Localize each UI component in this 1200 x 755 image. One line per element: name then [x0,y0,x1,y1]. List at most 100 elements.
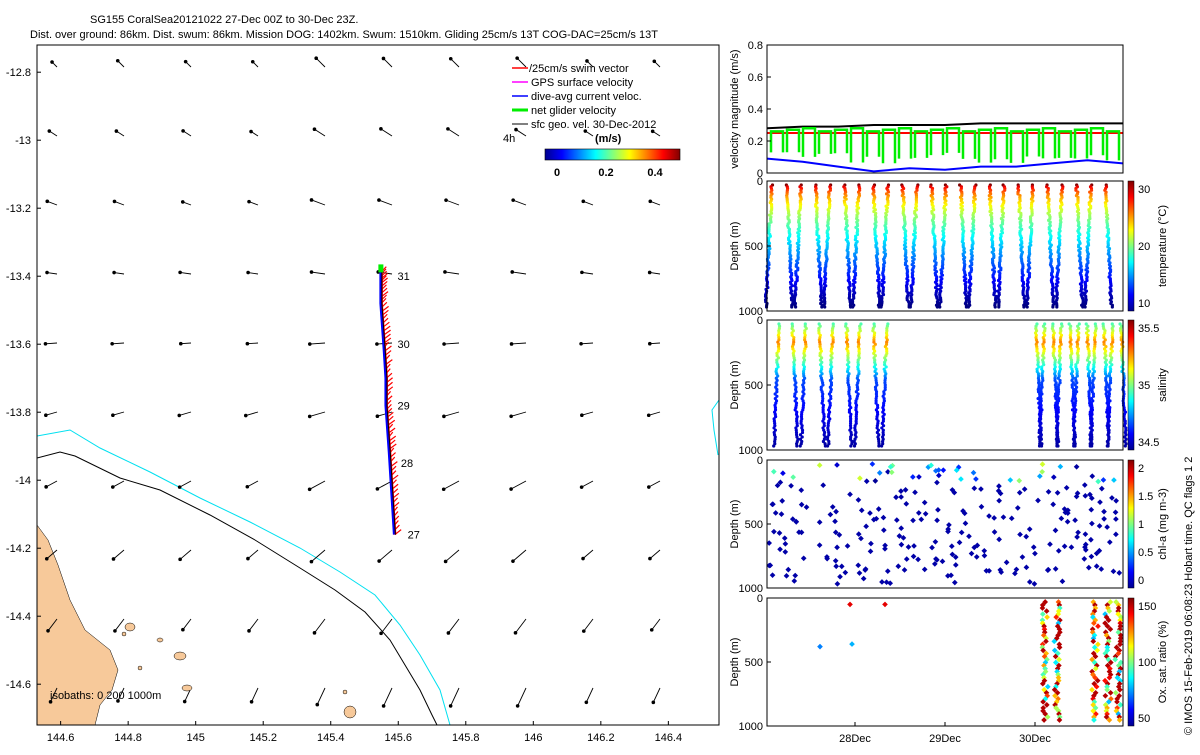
chla-point [842,569,849,576]
salinity-point [872,351,876,355]
salinity-point [847,390,851,394]
chla-point [1113,531,1119,538]
sfc-velocity-arrowhead [515,704,520,708]
salinity-point [1110,363,1114,367]
chla-point [796,529,802,536]
velocity-series-0 [767,122,1123,130]
oxygen-point [1095,623,1101,630]
sfc-velocity-arrowhead [375,414,380,419]
salinity-point [883,360,887,365]
chla-point [910,553,917,560]
salinity-point [1088,426,1092,430]
sfc-velocity-arrowhead [579,342,583,346]
salinity-point [1091,392,1096,396]
sfc-velocity-arrow [445,549,460,562]
sfc-velocity-arrowhead [249,129,253,134]
oxygen-point [1104,623,1111,630]
salinity-point [1037,430,1041,435]
chla-point [898,541,905,548]
chla-point [777,546,783,553]
chla-point [966,533,972,540]
salinity-point [874,372,879,376]
chla-point [996,483,1002,489]
oxygen-point [1090,708,1097,714]
salinity-point [1106,396,1111,401]
chla-point [844,543,851,549]
temperature-colorbar-tick: 30 [1138,184,1150,196]
sfc-velocity-arrow [450,687,460,707]
chla-point [1037,473,1043,480]
sfc-velocity-arrow [377,411,393,417]
salinity-ytick-label: 0 [757,315,763,327]
sfc-velocity-arrowhead [312,631,317,635]
chla-point [931,561,938,567]
chla-point [973,554,980,560]
chla-point [793,519,800,525]
salinity-point [776,365,780,369]
salinity-point [1054,385,1058,389]
day-label: 27 [408,530,420,542]
chla-clabel: chl-a (mg m-3) [1157,488,1169,560]
chla-point [882,545,888,552]
salinity-point [849,417,853,421]
sfc-velocity-arrow [45,480,58,488]
chla-point [996,536,1002,543]
chla-point [960,508,966,514]
chla-point [1023,533,1030,540]
oxygen-point [1104,644,1111,651]
salinity-point [1040,381,1044,385]
salinity-point [831,322,835,326]
salinity-point [1072,433,1076,437]
salinity-point [1090,424,1094,428]
sfc-velocity-arrow [46,549,58,560]
chla-point [883,579,890,586]
salinity-point [1088,376,1092,380]
temperature-point [823,305,827,309]
chla-colorbar-tick: 0 [1138,575,1144,587]
salinity-point [1076,356,1080,360]
chla-point [820,482,827,489]
oxygen-colorbar [1127,597,1135,727]
salinity-point [773,439,777,444]
sfc-velocity-arrowhead [115,58,120,63]
sfc-velocity-arrowhead [247,199,251,204]
oxygen-point [1117,620,1124,627]
chla-point [791,578,798,584]
chla-point [885,469,891,475]
salinity-point [849,444,853,448]
sfc-velocity-arrowhead [110,342,114,346]
salinity-point [803,335,807,340]
sfc-velocity-arrowhead [650,129,655,134]
salinity-point [1088,399,1092,403]
sfc-velocity-arrowhead [309,270,314,274]
salinity-point [1085,358,1090,362]
reef-island [124,622,136,632]
chla-point [973,476,979,482]
sfc-velocity-arrowhead [509,487,513,491]
chla-point [968,550,975,557]
salinity-point [801,369,806,374]
legend-colorbar-tick-2: 0.4 [647,167,663,179]
chla-point [847,491,853,498]
chla-point [771,528,777,535]
salinity-point [818,354,822,358]
salinity-point [1039,410,1043,414]
sfc-velocity-arrowhead [245,341,250,346]
salinity-point [1072,444,1076,448]
temperature-ytick-label: 1000 [739,306,763,318]
reef-island [181,684,193,692]
chla-point [898,488,904,494]
salinity-colorbar [1127,319,1135,451]
salinity-point [826,435,830,439]
chla-point [876,470,883,476]
chla-point [956,539,963,546]
chla-point [834,581,841,587]
salinity-point [792,338,796,342]
temperature-point [1055,305,1059,309]
salinity-point [874,396,878,401]
salinity-point [847,408,852,412]
salinity-point [874,401,878,405]
map-ytick-label: -14 [15,475,31,487]
salinity-point [773,392,777,396]
chla-point [832,518,838,525]
